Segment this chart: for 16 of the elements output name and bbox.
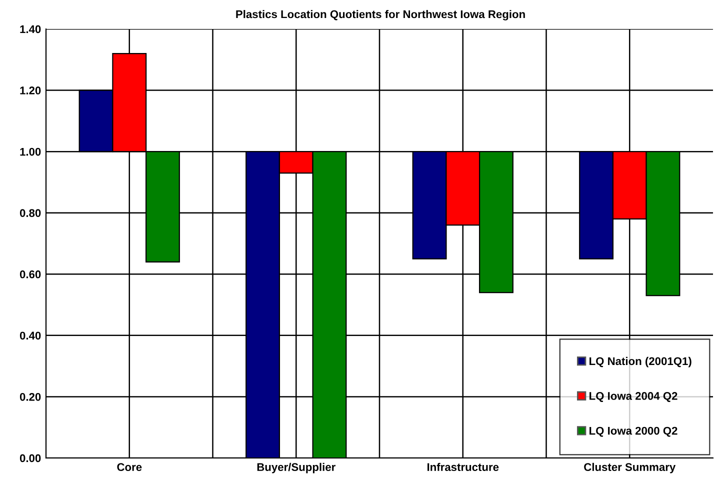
- y-tick-label: 1.20: [20, 86, 41, 94]
- chart-title: Plastics Location Quotients for Northwest Iowa Region: [236, 10, 525, 20]
- y-tick-label: 0.20: [20, 392, 41, 401]
- x-tick-label: Buyer/Supplier: [257, 462, 336, 474]
- y-tick-label: 0.80: [20, 209, 41, 217]
- x-tick-label: Infrastructure: [428, 462, 499, 472]
- legend-label: LQ Nation (2001Q1): [590, 356, 692, 368]
- y-tick-label: 1.00: [20, 148, 41, 156]
- x-tick-label: Cluster Summary: [584, 462, 676, 474]
- y-tick-label: 0.40: [20, 332, 41, 340]
- y-tick-label: 0.00: [20, 454, 41, 462]
- legend-label: LQ Iowa 2000 Q2: [590, 426, 678, 437]
- y-tick-label: 0.60: [20, 270, 41, 278]
- y-tick-label: 1.40: [20, 25, 41, 34]
- legend-label: LQ Iowa 2004 Q2: [590, 392, 678, 402]
- x-tick-label: Core: [117, 463, 142, 472]
